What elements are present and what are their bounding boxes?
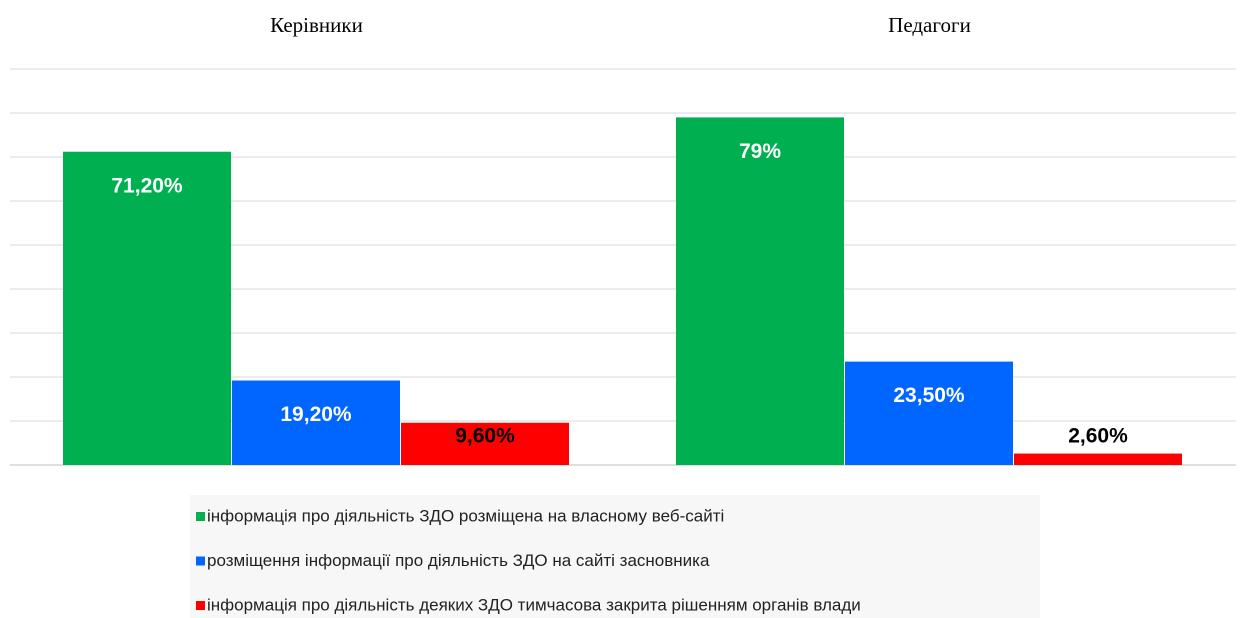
data-label: 9,60% xyxy=(455,425,515,448)
data-label: 79% xyxy=(739,140,781,163)
legend-label: розміщення інформації про діяльність ЗДО… xyxy=(207,551,710,570)
data-label: 71,20% xyxy=(111,174,183,197)
legend-background xyxy=(190,495,1040,618)
bar xyxy=(63,151,231,465)
legend-label: інформація про діяльність ЗДО розміщена … xyxy=(207,506,724,525)
bar xyxy=(845,361,1013,465)
legend-swatch xyxy=(196,601,205,610)
category-label: Педагоги xyxy=(888,13,971,37)
data-label: 2,60% xyxy=(1068,425,1128,448)
legend-label: інформація про діяльність деяких ЗДО тим… xyxy=(207,595,861,614)
bar xyxy=(232,380,400,465)
category-label: Керівники xyxy=(270,13,363,37)
legend-swatch xyxy=(196,556,205,566)
bar xyxy=(401,422,569,465)
legend-swatch xyxy=(196,512,205,521)
bar xyxy=(1014,453,1182,465)
data-label: 19,20% xyxy=(280,403,352,426)
bar xyxy=(676,117,844,466)
data-label: 23,50% xyxy=(893,384,965,407)
